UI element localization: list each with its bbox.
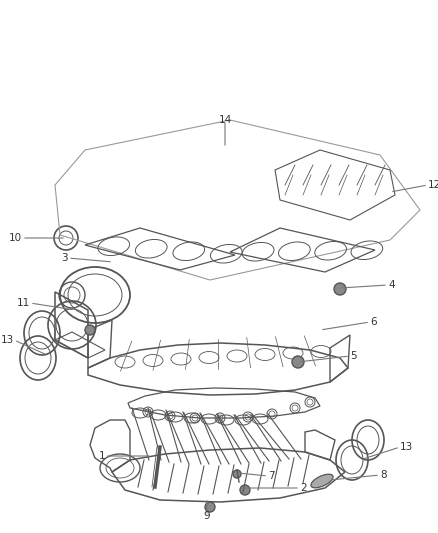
Circle shape	[233, 470, 241, 478]
Text: 12: 12	[428, 180, 438, 190]
Text: 10: 10	[9, 233, 22, 243]
Text: 8: 8	[380, 470, 387, 480]
Ellipse shape	[311, 474, 333, 488]
Text: 4: 4	[388, 280, 395, 290]
Text: 14: 14	[219, 115, 232, 125]
Circle shape	[205, 502, 215, 512]
Circle shape	[292, 356, 304, 368]
Text: 6: 6	[370, 317, 377, 327]
Text: 7: 7	[268, 471, 275, 481]
Text: 2: 2	[300, 483, 307, 493]
Text: 11: 11	[17, 298, 30, 308]
Text: 1: 1	[99, 451, 105, 461]
Text: 13: 13	[400, 442, 413, 452]
Circle shape	[240, 485, 250, 495]
Text: 5: 5	[350, 351, 357, 361]
Circle shape	[334, 283, 346, 295]
Text: 13: 13	[1, 335, 14, 345]
Text: 3: 3	[61, 253, 68, 263]
Text: 9: 9	[204, 511, 210, 521]
Circle shape	[85, 325, 95, 335]
